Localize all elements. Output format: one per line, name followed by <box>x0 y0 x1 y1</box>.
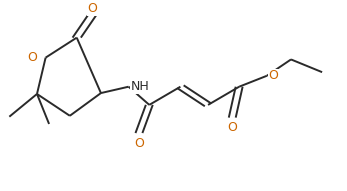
Text: NH: NH <box>130 80 149 93</box>
Text: O: O <box>134 137 144 150</box>
Text: O: O <box>269 69 278 82</box>
Text: O: O <box>27 51 37 64</box>
Text: O: O <box>227 121 237 134</box>
Text: O: O <box>87 2 97 15</box>
